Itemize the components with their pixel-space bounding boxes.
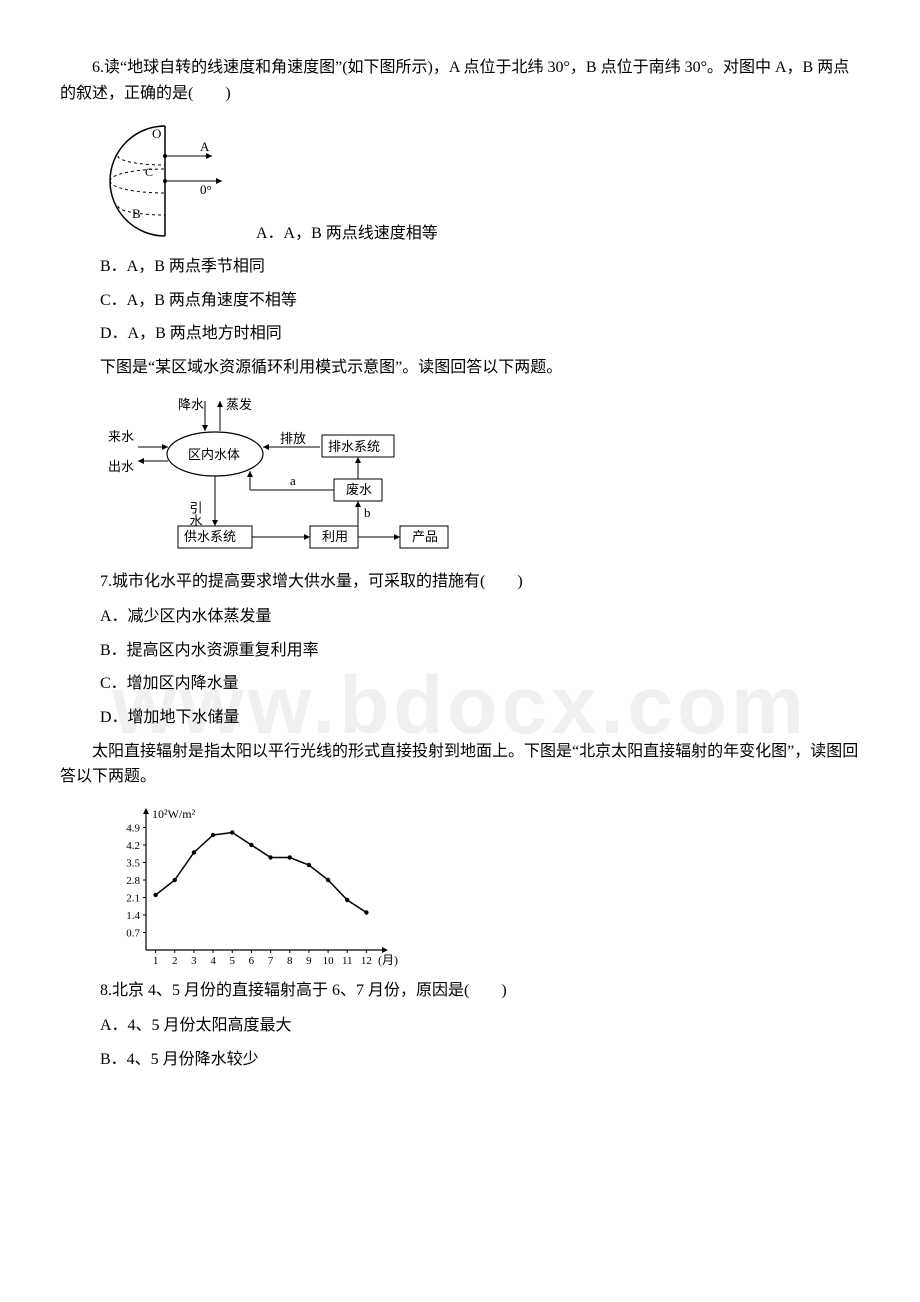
lbl-chanpin: 产品 [412, 529, 438, 544]
label-B: B [132, 206, 141, 221]
label-C: C [145, 165, 153, 179]
svg-text:10: 10 [323, 955, 335, 967]
q8-optB: B．4、5 月份降水较少 [100, 1047, 860, 1073]
svg-text:4.2: 4.2 [126, 840, 140, 852]
q8-chart: 10²W/m²0.71.42.12.83.54.24.9123456789101… [100, 800, 400, 970]
svg-text:9: 9 [306, 955, 312, 967]
svg-text:3.5: 3.5 [126, 857, 140, 869]
lbl-feishui: 废水 [346, 482, 372, 497]
q6-optD: D．A，B 两点地方时相同 [100, 321, 860, 347]
svg-text:12: 12 [361, 955, 372, 967]
lbl-gongshui: 供水系统 [184, 529, 236, 544]
q7-stem: 7.城市化水平的提高要求增大供水量，可采取的措施有( ) [100, 569, 860, 595]
svg-text:4: 4 [210, 955, 216, 967]
svg-text:(月): (月) [378, 953, 398, 967]
svg-text:2.8: 2.8 [126, 875, 140, 887]
svg-text:5: 5 [230, 955, 236, 967]
q6-diagram: O A C 0° B [100, 116, 230, 246]
lbl-jiangshui: 降水 [178, 397, 204, 412]
q8-intro: 太阳直接辐射是指太阳以平行光线的形式直接投射到地面上。下图是“北京太阳直接辐射的… [60, 739, 860, 790]
svg-text:0.7: 0.7 [126, 927, 140, 939]
q6-optA: A．A，B 两点线速度相等 [256, 221, 438, 247]
svg-text:1.4: 1.4 [126, 910, 140, 922]
svg-text:4.9: 4.9 [126, 822, 140, 834]
lbl-chushui: 出水 [108, 459, 134, 474]
q6-figure-row: O A C 0° B A．A，B 两点线速度相等 [100, 116, 860, 246]
label-0deg: 0° [200, 182, 212, 197]
label-O: O [152, 126, 161, 141]
svg-text:3: 3 [191, 955, 197, 967]
lbl-liyong: 利用 [322, 529, 348, 544]
q7-intro: 下图是“某区域水资源循环利用模式示意图”。读图回答以下两题。 [100, 355, 860, 381]
q7-optB: B．提高区内水资源重复利用率 [100, 638, 860, 664]
lbl-zhengfa: 蒸发 [226, 397, 252, 412]
lbl-b: b [364, 505, 371, 520]
svg-text:10²W/m²: 10²W/m² [152, 807, 196, 821]
q6-stem: 6.读“地球自转的线速度和角速度图”(如下图所示)，A 点位于北纬 30°，B … [60, 55, 860, 106]
lbl-paifang: 排放 [280, 431, 306, 446]
lbl-paishui: 排水系统 [328, 439, 380, 454]
lbl-laishui: 来水 [108, 429, 134, 444]
svg-text:2.1: 2.1 [126, 892, 140, 904]
q8-optA: A．4、5 月份太阳高度最大 [100, 1013, 860, 1039]
q6-optB: B．A，B 两点季节相同 [100, 254, 860, 280]
q6-optC: C．A，B 两点角速度不相等 [100, 288, 860, 314]
page-content: 6.读“地球自转的线速度和角速度图”(如下图所示)，A 点位于北纬 30°，B … [60, 55, 860, 1073]
q7-figure: 降水 蒸发 来水 出水 区内水体 排放 排水系统 [100, 391, 860, 561]
svg-text:6: 6 [249, 955, 255, 967]
svg-text:2: 2 [172, 955, 178, 967]
lbl-qunei: 区内水体 [188, 447, 240, 462]
svg-text:8: 8 [287, 955, 293, 967]
svg-text:11: 11 [342, 955, 353, 967]
q7-optC: C．增加区内降水量 [100, 671, 860, 697]
label-A: A [200, 139, 210, 154]
q8-figure: 10²W/m²0.71.42.12.83.54.24.9123456789101… [100, 800, 860, 970]
q7-optD: D．增加地下水储量 [100, 705, 860, 731]
q7-diagram: 降水 蒸发 来水 出水 区内水体 排放 排水系统 [100, 391, 460, 561]
q8-stem: 8.北京 4、5 月份的直接辐射高于 6、7 月份，原因是( ) [100, 978, 860, 1004]
lbl-yinshui: 引水 [188, 501, 203, 527]
svg-text:1: 1 [153, 955, 159, 967]
lbl-a: a [290, 473, 296, 488]
q7-optA: A．减少区内水体蒸发量 [100, 604, 860, 630]
svg-text:7: 7 [268, 955, 274, 967]
